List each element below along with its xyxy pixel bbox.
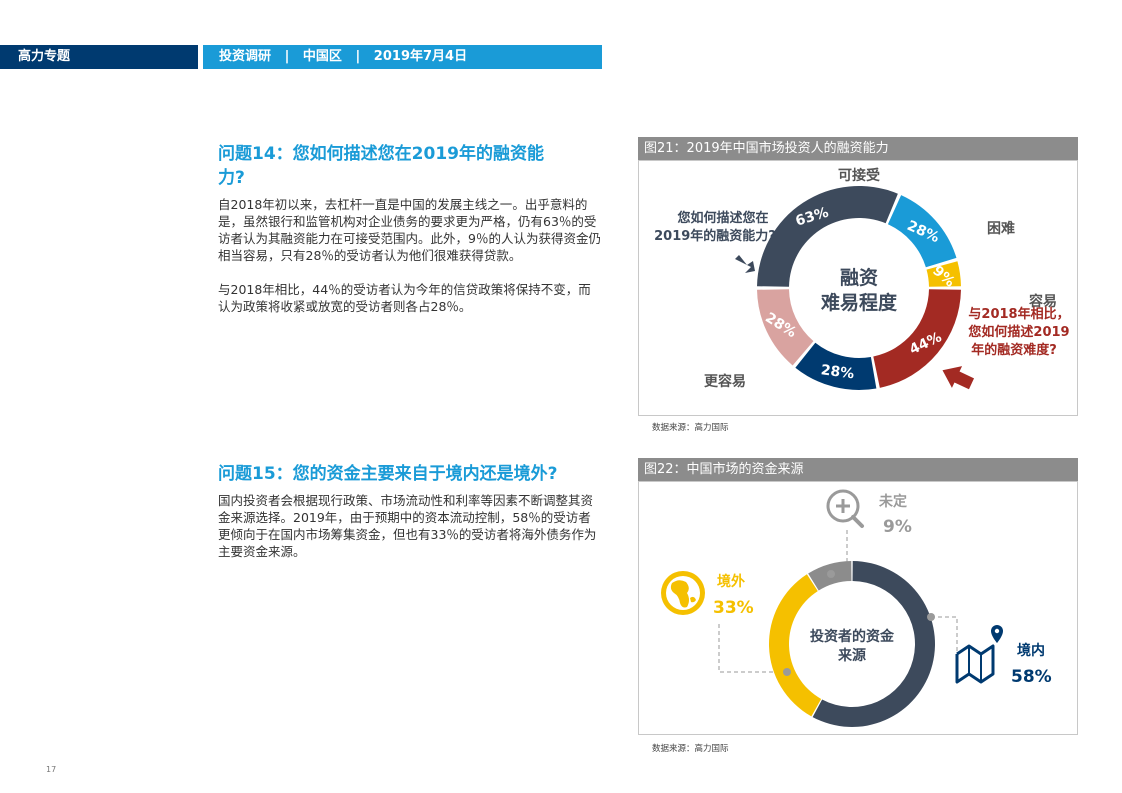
fig22-connector-dot [783,668,791,676]
fig21-ring2-slice-1 [795,342,877,390]
fig21-category-label: 容易 [1028,293,1057,310]
fig21-question-upper-line2: 2019年的融资能力? [654,228,776,244]
globe-icon [661,571,705,615]
fig21-ring1-slice-0 [757,186,898,287]
map-pin-icon [955,625,1003,684]
fig22-value-label: 58% [1011,667,1052,687]
fig22-category-label: 境外 [717,573,745,590]
fig21-question-lower-line3: 年的融资难度? [971,342,1057,358]
fig21-category-label: 困难 [987,220,1015,237]
fig22-title: 图22：中国市场的资金来源 [638,458,1078,481]
fig21-center-line1: 融资 [840,266,878,289]
fig22-chart: 境内 58% 境外 33% 未定 9% 投资者的资金 来源 [661,489,1052,727]
q15-paragraph-1: 国内投资者会根据现行政策、市场流动性和利率等因素不断调整其资金来源选择。2019… [218,493,597,559]
q15-title: 问题15：您的资金主要来自于境内还是境外? [218,464,558,484]
fig21-arrow-upper-icon [735,255,755,273]
fig22-connector-domestic [931,616,958,654]
fig21-source: 数据来源：高力国际 [652,423,729,433]
fig21-center-line2: 难易程度 [820,291,898,314]
fig21-ring1-slice-1 [887,195,957,268]
fig22-slice-0 [812,561,935,727]
fig22-connector-dot [927,613,935,621]
fig22-value-label: 9% [883,517,912,537]
fig22-slice-1 [769,574,822,717]
header-breadcrumb: 投资调研 | 中国区 | 2019年7月4日 [203,45,602,69]
fig22-connector-dot [827,570,835,578]
page-number: 17 [46,765,57,774]
fig22-source: 数据来源：高力国际 [652,744,729,754]
magnifier-plus-icon [826,489,864,528]
fig22-category-label: 未定 [879,493,907,510]
q14-body: 自2018年初以来，去杠杆一直是中国的发展主线之一。出乎意料的是，虽然银行和监管… [218,196,602,332]
fig21-category-label: 可接受 [838,167,880,184]
fig21-question-lower-line1: 与2018年相比， [968,306,1069,322]
fig21-arrow-lower-icon [942,366,975,390]
fig22-center-line1: 投资者的资金 [810,628,895,645]
q14-title-line2: 力? [218,168,245,188]
q14-title-line1: 问题14：您如何描述您在2019年的融资能 [218,144,544,164]
fig21-ring1-slice-2 [926,261,961,287]
fig21-question-lower-line2: 您如何描述2019 [968,324,1069,340]
fig22-panel: 境内 58% 境外 33% 未定 9% 投资者的资金 来源 [638,481,1078,735]
fig22-connector-overseas [718,622,787,673]
header-section-label: 高力专题 [0,45,198,69]
q14-title: 问题14：您如何描述您在2019年的融资能 力? [218,142,544,190]
fig21-ring2-slice-2 [757,289,814,366]
q14-paragraph-2: 与2018年相比，44％的受访者认为今年的信贷政策将保持不变，而认为政策将收紧或… [218,282,591,314]
fig22-value-label: 33% [713,598,754,618]
fig21-value-label: 28% [820,362,855,382]
fig21-question-upper-line1: 您如何描述您在 [677,210,768,226]
fig21-title: 图21：2019年中国市场投资人的融资能力 [638,137,1078,160]
fig22-center-line2: 来源 [837,647,866,664]
fig21-ring2-slice-0 [873,289,961,388]
fig21-category-label: 更容易 [704,373,746,390]
fig22-category-label: 境内 [1017,642,1045,659]
q15-body: 国内投资者会根据现行政策、市场流动性和利率等因素不断调整其资金来源选择。2019… [218,492,602,577]
q14-paragraph-1: 自2018年初以来，去杠杆一直是中国的发展主线之一。出乎意料的是，虽然银行和监管… [218,197,601,263]
